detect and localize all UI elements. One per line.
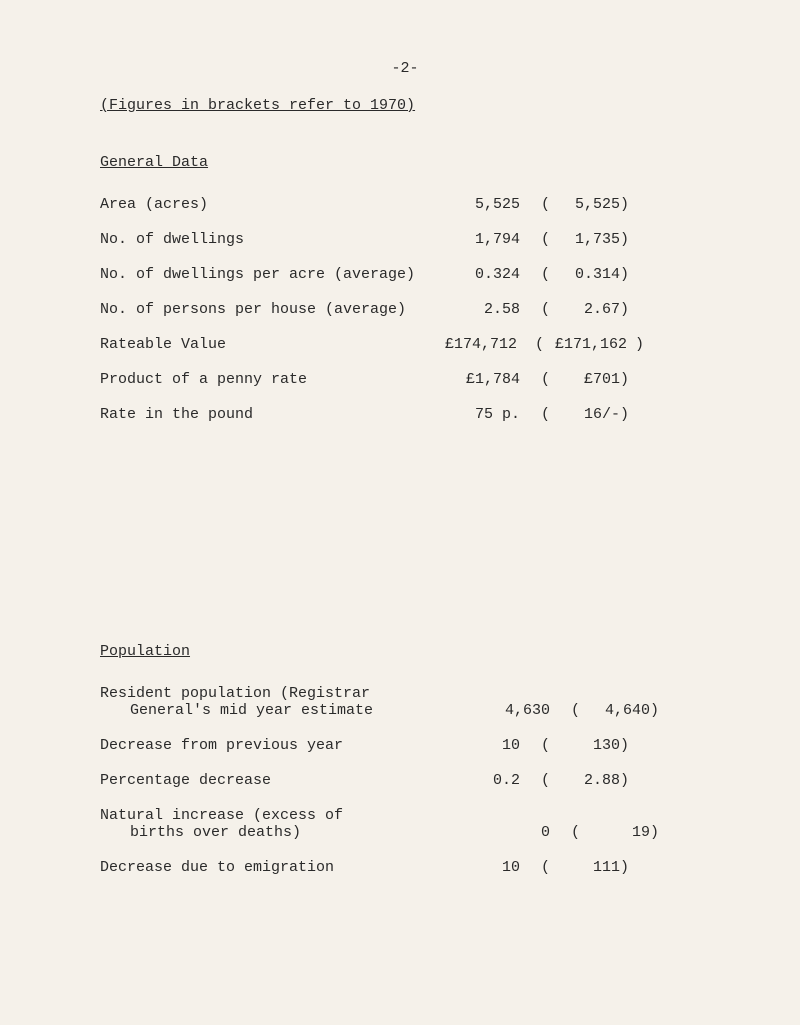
row-label-cont: General's mid year estimate: [100, 702, 460, 719]
row-value: 0.324: [430, 266, 520, 283]
row-value: 10: [430, 859, 520, 876]
bracket-open: (: [520, 737, 550, 754]
row-label: Decrease from previous year: [100, 737, 430, 754]
bracket-close: ): [620, 859, 635, 876]
row-label: Rateable Value: [100, 336, 430, 353]
bracket-close: ): [620, 196, 635, 213]
table-row: Rateable Value £174,712 ( £171,162 ): [100, 336, 710, 353]
row-value: 5,525: [430, 196, 520, 213]
row-label: Rate in the pound: [100, 406, 430, 423]
row-value-prev: 1,735: [550, 231, 620, 248]
row-value: 1,794: [430, 231, 520, 248]
header-reference: (Figures in brackets refer to 1970): [100, 97, 710, 114]
bracket-open: (: [520, 231, 550, 248]
table-row: No. of dwellings 1,794 ( 1,735 ): [100, 231, 710, 248]
bracket-open: (: [550, 824, 580, 841]
table-row: Resident population (Registrar General's…: [100, 685, 710, 719]
row-label: Product of a penny rate: [100, 371, 430, 388]
bracket-close: ): [635, 336, 650, 353]
table-row: No. of dwellings per acre (average) 0.32…: [100, 266, 710, 283]
row-label: Percentage decrease: [100, 772, 430, 789]
row-value-prev: 2.67: [550, 301, 620, 318]
row-value-prev: 111: [550, 859, 620, 876]
bracket-close: ): [620, 406, 635, 423]
bracket-close: ): [620, 266, 635, 283]
page-number: -2-: [100, 60, 710, 77]
table-row: Decrease due to emigration 10 ( 111 ): [100, 859, 710, 876]
row-label: No. of dwellings: [100, 231, 430, 248]
population-title: Population: [100, 643, 710, 660]
row-value: £1,784: [430, 371, 520, 388]
table-row: No. of persons per house (average) 2.58 …: [100, 301, 710, 318]
row-value: £174,712: [430, 336, 535, 353]
bracket-close: ): [620, 772, 635, 789]
row-value-prev: £701: [550, 371, 620, 388]
row-value-prev: 2.88: [550, 772, 620, 789]
bracket-open: (: [520, 266, 550, 283]
table-row: Natural increase (excess of births over …: [100, 807, 710, 841]
row-value: 2.58: [430, 301, 520, 318]
bracket-close: ): [620, 231, 635, 248]
row-label: Resident population (Registrar: [100, 685, 710, 702]
table-row: Area (acres) 5,525 ( 5,525 ): [100, 196, 710, 213]
row-value-prev: 0.314: [550, 266, 620, 283]
bracket-open: (: [535, 336, 555, 353]
bracket-open: (: [520, 859, 550, 876]
row-value: 0: [460, 824, 550, 841]
table-row: Product of a penny rate £1,784 ( £701 ): [100, 371, 710, 388]
row-label: Decrease due to emigration: [100, 859, 430, 876]
row-label: No. of dwellings per acre (average): [100, 266, 430, 283]
general-data-title: General Data: [100, 154, 710, 171]
row-label: Natural increase (excess of: [100, 807, 710, 824]
row-value-prev: 16/-: [550, 406, 620, 423]
row-value-prev: 130: [550, 737, 620, 754]
bracket-close: ): [620, 301, 635, 318]
row-value-prev: 19: [580, 824, 650, 841]
row-value-prev: £171,162: [555, 336, 635, 353]
row-value: 0.2: [430, 772, 520, 789]
table-row: Decrease from previous year 10 ( 130 ): [100, 737, 710, 754]
bracket-open: (: [550, 702, 580, 719]
row-value-prev: 4,640: [580, 702, 650, 719]
row-value: 10: [430, 737, 520, 754]
bracket-close: ): [650, 702, 665, 719]
row-label-cont: births over deaths): [100, 824, 460, 841]
row-value-prev: 5,525: [550, 196, 620, 213]
row-value: 4,630: [460, 702, 550, 719]
bracket-open: (: [520, 301, 550, 318]
bracket-open: (: [520, 406, 550, 423]
bracket-open: (: [520, 371, 550, 388]
row-label: Area (acres): [100, 196, 430, 213]
bracket-close: ): [650, 824, 665, 841]
row-value: 75 p.: [430, 406, 520, 423]
bracket-close: ): [620, 371, 635, 388]
table-row: Percentage decrease 0.2 ( 2.88 ): [100, 772, 710, 789]
bracket-open: (: [520, 196, 550, 213]
bracket-open: (: [520, 772, 550, 789]
row-label: No. of persons per house (average): [100, 301, 430, 318]
table-row: Rate in the pound 75 p. ( 16/- ): [100, 406, 710, 423]
bracket-close: ): [620, 737, 635, 754]
